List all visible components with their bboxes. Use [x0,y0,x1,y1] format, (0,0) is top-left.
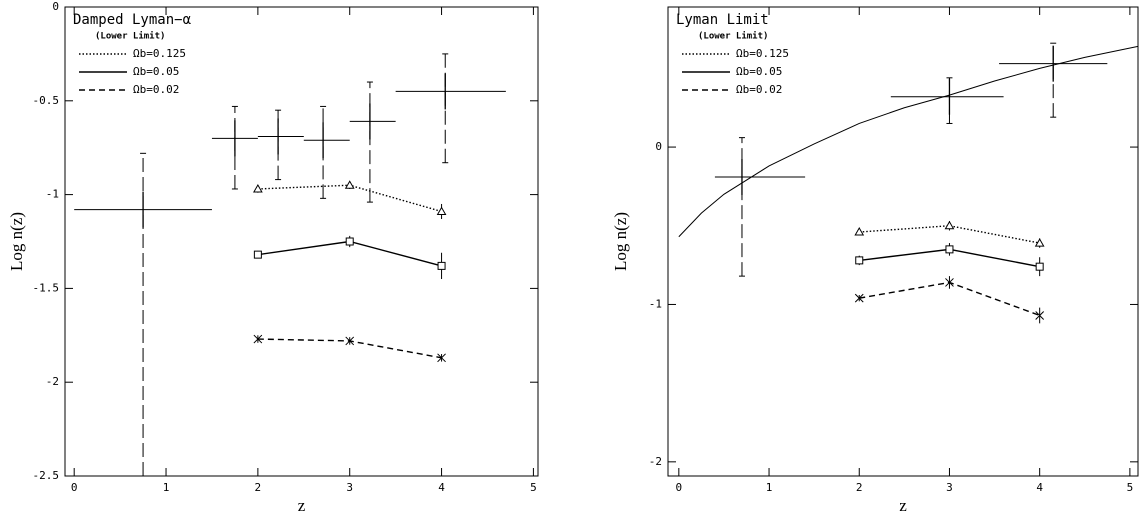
y-tick-label: 0 [52,0,59,13]
marker [344,180,355,189]
plot-frame [64,6,539,477]
y-axis-label: Log n(z) [7,212,26,271]
legend-label: Ωb=0.125 [133,47,186,60]
marker [945,245,954,254]
x-tick-label: 4 [438,481,445,494]
marker [945,278,954,287]
x-tick-label: 0 [71,481,78,494]
chart-subtitle: (Lower Limit) [698,31,768,42]
marker [944,220,955,230]
x-axis-label: z [899,496,907,515]
chart-title: Lyman Limit [676,12,769,28]
marker [1034,238,1045,247]
y-tick-label: -2 [46,375,59,388]
x-tick-label: 3 [946,481,953,494]
x-tick-label: 2 [255,481,262,494]
chart-title: Damped Lyman−α [73,12,192,28]
y-tick-label: -2.5 [33,469,60,482]
marker [253,334,263,344]
marker [345,237,354,246]
marker [854,293,864,303]
x-tick-label: 5 [530,481,537,494]
legend-label: Ωb=0.05 [133,65,179,78]
legend-label: Ωb=0.05 [736,65,782,78]
marker [854,227,865,236]
y-tick-label: -0.5 [33,94,60,107]
marker [437,261,446,270]
marker [437,353,446,363]
x-tick-label: 4 [1036,481,1043,494]
marker [1035,262,1044,271]
y-tick-label: -1.5 [33,281,60,294]
x-tick-label: 5 [1127,481,1134,494]
x-axis-label: z [298,496,306,515]
model-line [859,225,1040,244]
x-tick-label: 0 [676,481,683,494]
legend-label: Ωb=0.02 [133,83,179,96]
marker [1035,311,1045,320]
model-line [257,184,442,213]
plot-frame [667,6,1139,477]
x-tick-label: 1 [163,481,170,494]
marker [253,183,263,193]
y-tick-label: -1 [649,297,662,310]
marker [436,206,447,215]
y-tick-label: -2 [649,455,662,468]
x-tick-label: 1 [766,481,773,494]
x-tick-label: 2 [856,481,863,494]
chart-subtitle: (Lower Limit) [95,31,165,42]
marker [253,250,262,259]
fit-curve [678,45,1139,238]
marker [855,256,864,265]
legend-label: Ωb=0.02 [736,83,782,96]
y-axis-label: Log n(z) [611,212,630,271]
marker [345,336,355,346]
y-tick-label: 0 [655,140,662,153]
legend-label: Ωb=0.125 [736,47,789,60]
y-tick-label: -1 [46,188,59,201]
x-tick-label: 3 [346,481,353,494]
